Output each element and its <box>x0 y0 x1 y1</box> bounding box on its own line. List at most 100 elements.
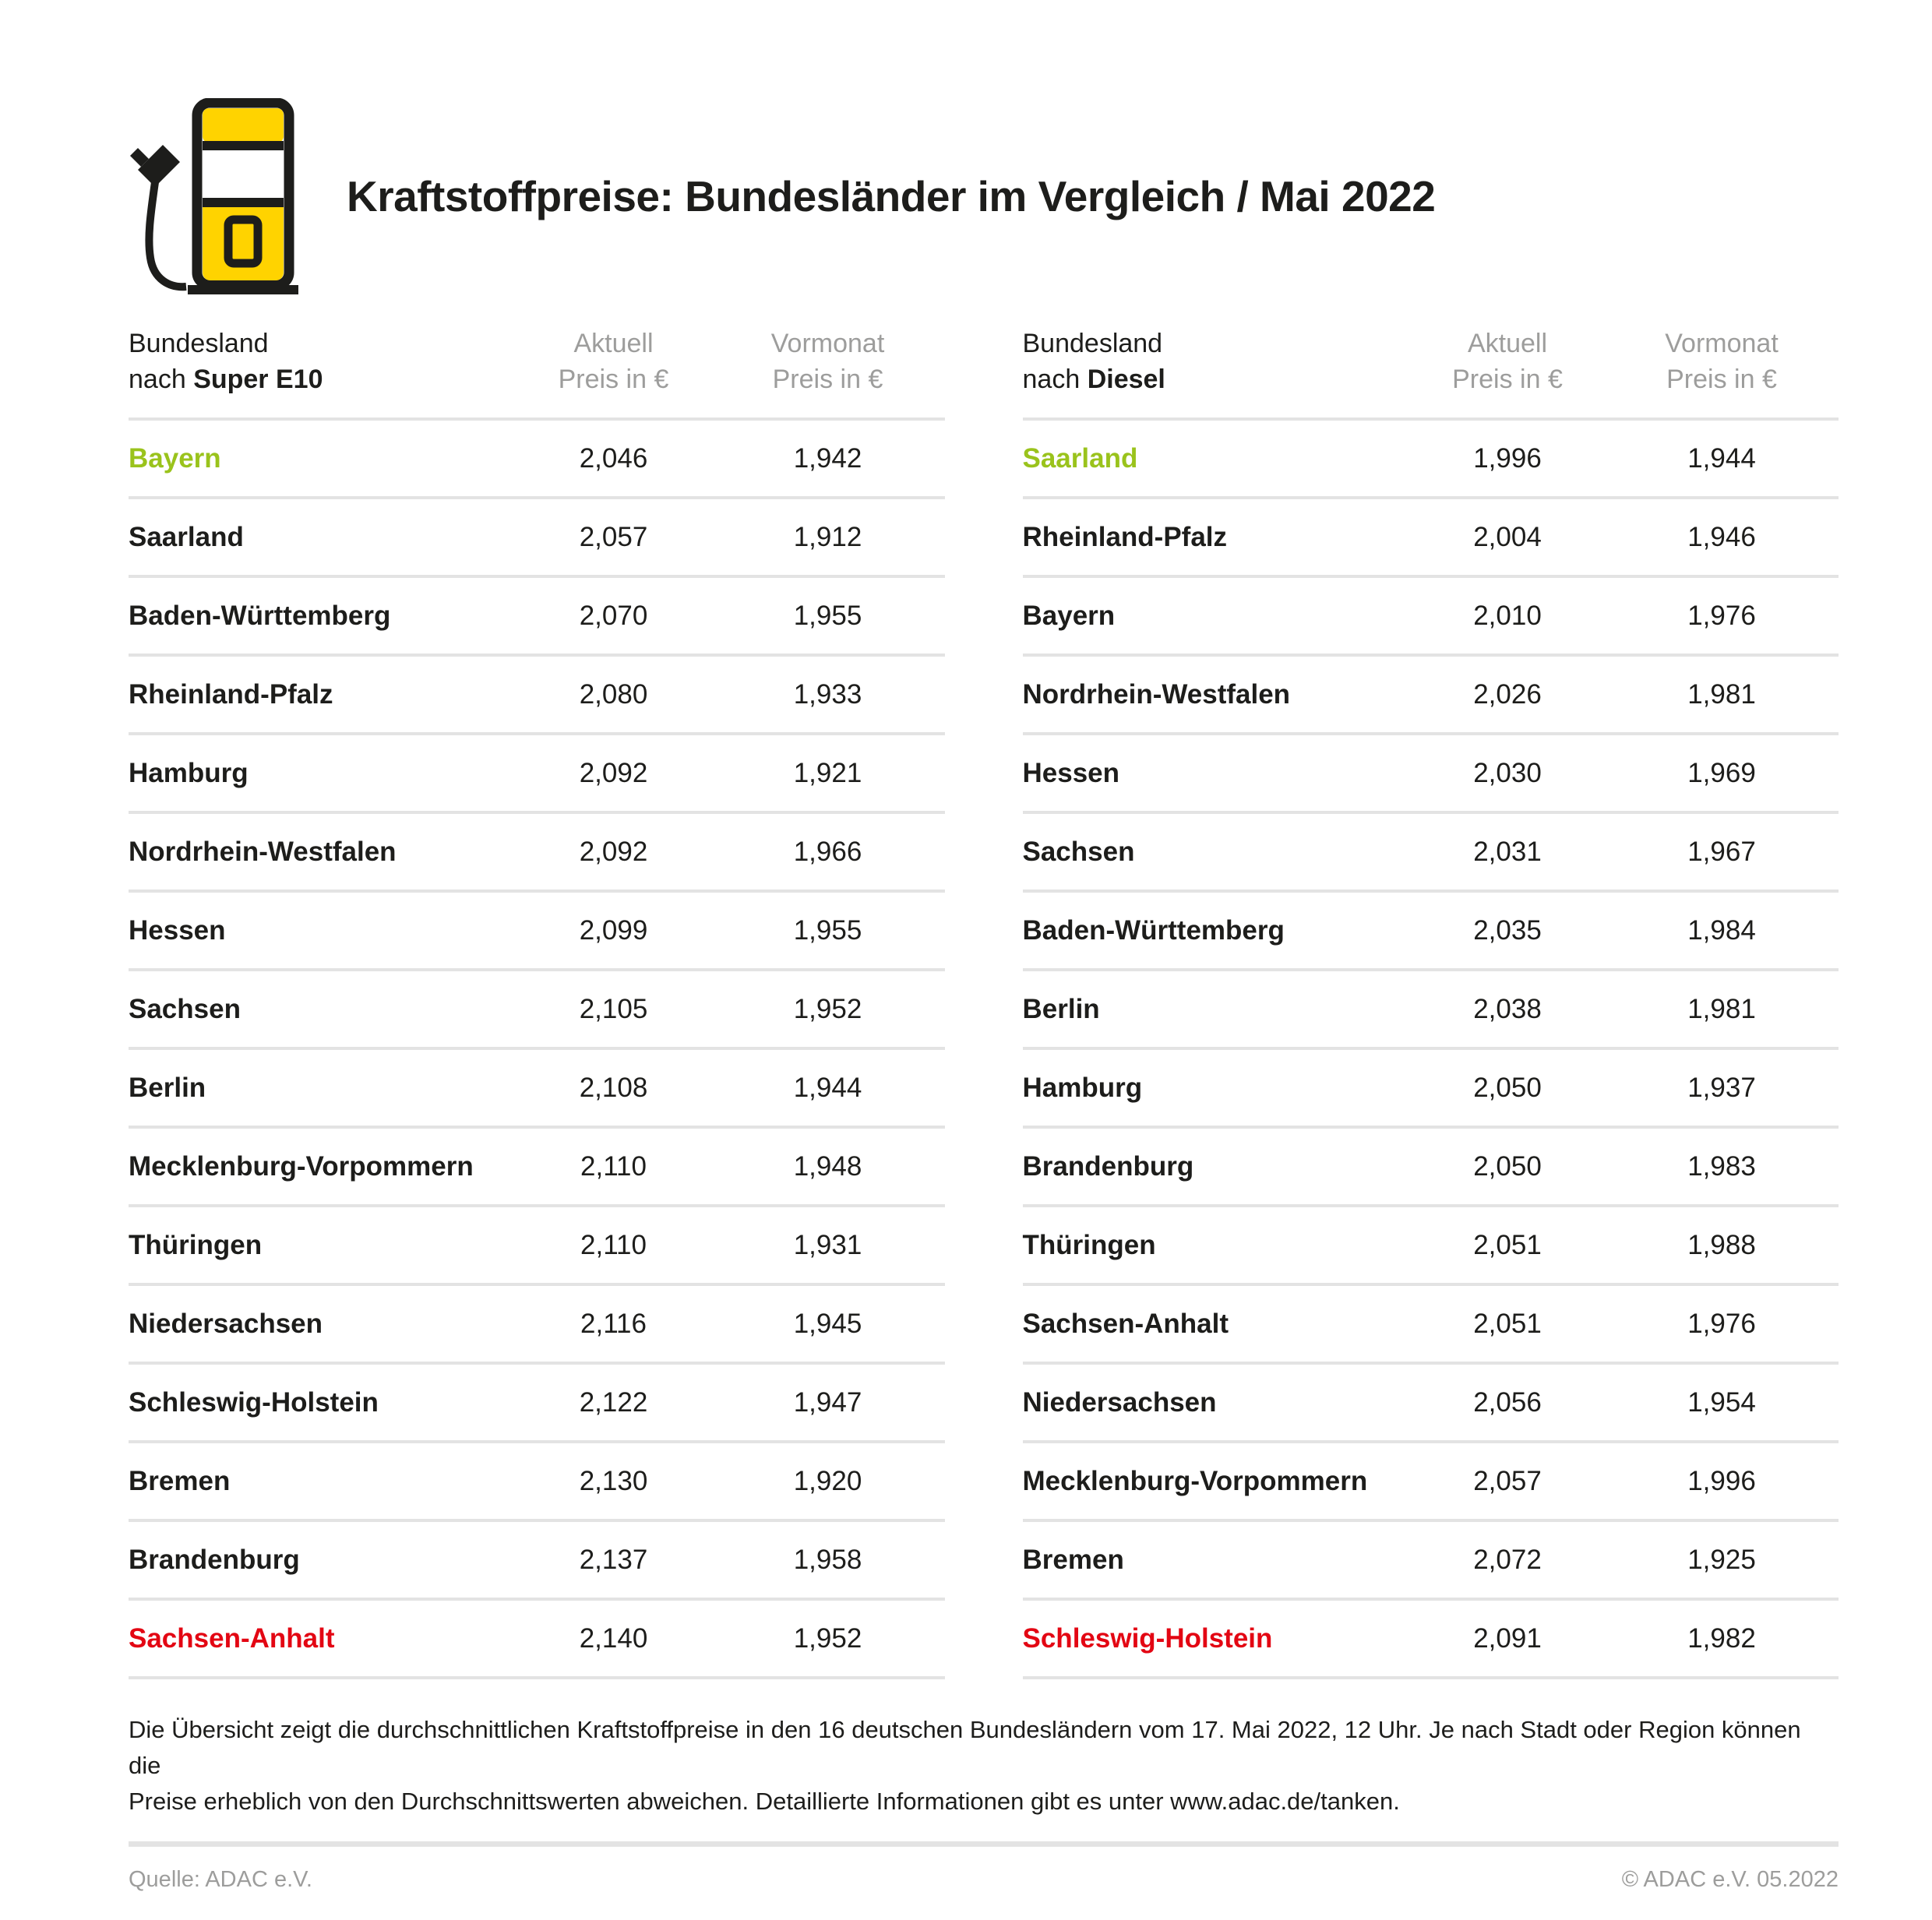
current-price: 2,091 <box>1473 1622 1542 1654</box>
table-row: Bayern 2,010 1,976 <box>1022 578 1839 657</box>
current-price: 2,137 <box>579 1544 648 1575</box>
previous-month-price: 1,912 <box>793 521 862 552</box>
current-price: 2,130 <box>579 1465 648 1496</box>
current-price: 2,092 <box>579 757 648 788</box>
column-header-state: Bundesland nach Diesel <box>1023 326 1411 397</box>
table-row: Baden-Württemberg 2,070 1,955 <box>129 578 945 657</box>
table-row: Rheinland-Pfalz 2,004 1,946 <box>1022 499 1839 578</box>
state-name: Hamburg <box>1022 1072 1143 1103</box>
page-title: Kraftstoffpreise: Bundesländer im Vergle… <box>347 172 1436 220</box>
previous-month-price: 1,947 <box>793 1386 862 1418</box>
table-header: Bundesland nach Super E10 Aktuell Preis … <box>129 326 945 421</box>
column-header-state-line2: nach Super E10 <box>129 365 323 394</box>
previous-month-price: 1,966 <box>793 836 862 867</box>
state-name: Bremen <box>1022 1544 1124 1575</box>
column-header-current: Aktuell Preis in € <box>558 329 669 394</box>
current-price: 2,092 <box>579 836 648 867</box>
copyright: © ADAC e.V. 05.2022 <box>1621 1867 1839 1892</box>
current-price: 2,031 <box>1473 836 1542 867</box>
table-header: Bundesland nach Diesel Aktuell Preis in … <box>1022 326 1839 421</box>
page-footer: Quelle: ADAC e.V. © ADAC e.V. 05.2022 <box>129 1867 1839 1893</box>
column-header-state: Bundesland nach Super E10 <box>129 326 516 397</box>
table-row: Sachsen-Anhalt 2,140 1,952 <box>129 1601 945 1679</box>
previous-month-price: 1,944 <box>1687 442 1756 474</box>
previous-month-price: 1,952 <box>793 993 862 1024</box>
table-row: Niedersachsen 2,116 1,945 <box>129 1286 945 1365</box>
state-name: Baden-Württemberg <box>1022 914 1285 946</box>
footnote-line2: Preise erheblich von den Durchschnittswe… <box>129 1788 1400 1815</box>
current-price: 2,072 <box>1473 1544 1542 1575</box>
current-price: 2,110 <box>580 1229 647 1260</box>
previous-month-price: 1,945 <box>793 1308 862 1339</box>
previous-month-price: 1,982 <box>1687 1622 1756 1654</box>
table-row: Hessen 2,030 1,969 <box>1022 735 1839 814</box>
previous-month-price: 1,996 <box>1687 1465 1756 1496</box>
footnote: Die Übersicht zeigt die durchschnittlich… <box>129 1712 1839 1820</box>
state-name: Nordrhein-Westfalen <box>129 836 397 867</box>
previous-month-price: 1,967 <box>1687 836 1756 867</box>
table-row: Hessen 2,099 1,955 <box>129 893 945 971</box>
previous-month-price: 1,981 <box>1687 993 1756 1024</box>
previous-month-price: 1,954 <box>1687 1386 1756 1418</box>
state-name: Baden-Württemberg <box>129 600 391 631</box>
table-row: Nordrhein-Westfalen 2,092 1,966 <box>129 814 945 893</box>
table-row: Berlin 2,038 1,981 <box>1022 971 1839 1050</box>
column-header-previous: Vormonat Preis in € <box>770 329 885 394</box>
state-name: Sachsen-Anhalt <box>129 1622 335 1654</box>
current-price: 2,080 <box>579 678 648 710</box>
current-price: 1,996 <box>1473 442 1542 474</box>
current-price: 2,051 <box>1473 1229 1542 1260</box>
state-name: Berlin <box>129 1072 206 1103</box>
current-price: 2,140 <box>579 1622 648 1654</box>
table-row: Sachsen 2,105 1,952 <box>129 971 945 1050</box>
column-header-state-line2: nach Diesel <box>1022 365 1165 394</box>
table-body: Saarland 1,996 1,944 Rheinland-Pfalz 2,004 1,… <box>1022 421 1839 1679</box>
state-name: Bayern <box>129 442 221 474</box>
previous-month-price: 1,969 <box>1687 757 1756 788</box>
column-header-previous: Vormonat Preis in € <box>1665 329 1779 394</box>
previous-month-price: 1,955 <box>793 600 862 631</box>
state-name: Mecklenburg-Vorpommern <box>129 1150 474 1182</box>
current-price: 2,122 <box>579 1386 648 1418</box>
previous-month-price: 1,988 <box>1687 1229 1756 1260</box>
table-row: Brandenburg 2,050 1,983 <box>1022 1129 1839 1207</box>
previous-month-price: 1,952 <box>793 1622 862 1654</box>
column-header-state-line1: Bundesland <box>1022 329 1163 358</box>
table-row: Hamburg 2,050 1,937 <box>1022 1050 1839 1129</box>
state-name: Hamburg <box>129 757 249 788</box>
column-header-state-line1: Bundesland <box>129 329 269 358</box>
current-price: 2,057 <box>1473 1465 1542 1496</box>
state-name: Nordrhein-Westfalen <box>1022 678 1291 710</box>
table-row: Mecklenburg-Vorpommern 2,110 1,948 <box>129 1129 945 1207</box>
state-name: Saarland <box>1022 442 1138 474</box>
state-name: Sachsen <box>1022 836 1135 867</box>
price-tables: Bundesland nach Super E10 Aktuell Preis … <box>129 326 1839 1679</box>
table-row: Saarland 1,996 1,944 <box>1022 421 1839 499</box>
table-row: Thüringen 2,110 1,931 <box>129 1207 945 1286</box>
previous-month-price: 1,981 <box>1687 678 1756 710</box>
current-price: 2,070 <box>579 600 648 631</box>
table-row: Brandenburg 2,137 1,958 <box>129 1522 945 1601</box>
current-price: 2,010 <box>1473 600 1542 631</box>
table-row: Rheinland-Pfalz 2,080 1,933 <box>129 657 945 735</box>
previous-month-price: 1,976 <box>1687 600 1756 631</box>
previous-month-price: 1,920 <box>793 1465 862 1496</box>
state-name: Thüringen <box>129 1229 263 1260</box>
current-price: 2,004 <box>1473 521 1542 552</box>
state-name: Bayern <box>1022 600 1116 631</box>
state-name: Rheinland-Pfalz <box>129 678 333 710</box>
state-name: Hessen <box>129 914 226 946</box>
current-price: 2,046 <box>579 442 648 474</box>
current-price: 2,050 <box>1473 1072 1542 1103</box>
table-row: Hamburg 2,092 1,921 <box>129 735 945 814</box>
table-row: Nordrhein-Westfalen 2,026 1,981 <box>1022 657 1839 735</box>
current-price: 2,116 <box>580 1308 647 1339</box>
state-name: Berlin <box>1022 993 1100 1024</box>
table-super-e10: Bundesland nach Super E10 Aktuell Preis … <box>129 326 945 1679</box>
state-name: Bremen <box>129 1465 231 1496</box>
current-price: 2,056 <box>1473 1386 1542 1418</box>
current-price: 2,030 <box>1473 757 1542 788</box>
state-name: Sachsen <box>129 993 241 1024</box>
state-name: Niedersachsen <box>1022 1386 1217 1418</box>
